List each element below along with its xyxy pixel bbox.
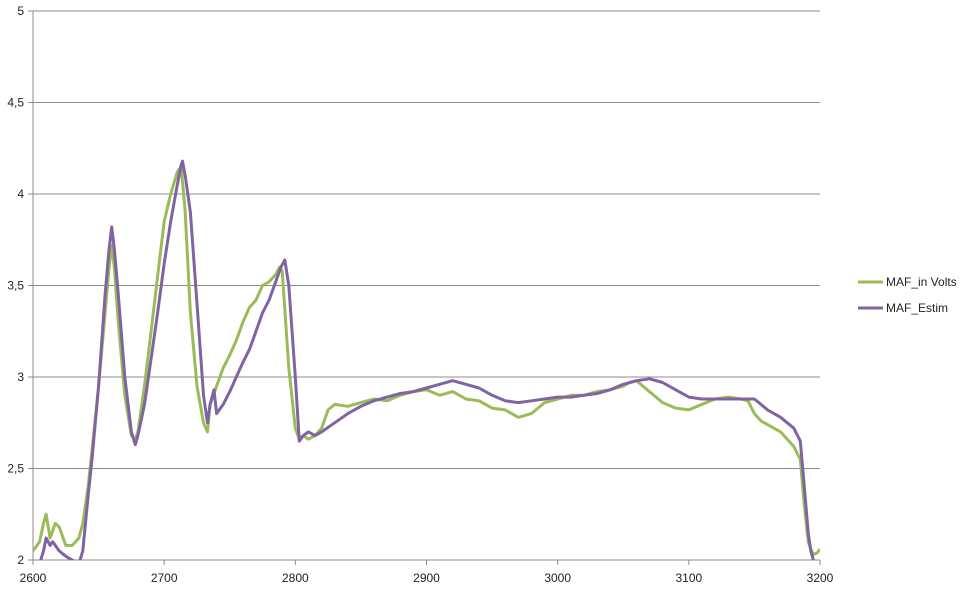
y-tick-label: 2,5 (7, 462, 24, 476)
legend-label: MAF_Estim (886, 301, 948, 315)
gridlines (33, 10, 820, 469)
legend: MAF_in Volts MAF_Estim (858, 275, 957, 315)
x-tick-label: 3000 (544, 571, 571, 585)
y-tick-label: 5 (17, 4, 24, 18)
x-tick-label: 2800 (282, 571, 309, 585)
x-tick-label: 2600 (20, 571, 47, 585)
x-tick-label: 3100 (675, 571, 702, 585)
y-tick-label: 2 (17, 553, 24, 567)
y-tick-label: 4,5 (7, 96, 24, 110)
y-axis-ticks: 2 2,5 3 3,5 4 4,5 5 (7, 4, 33, 567)
y-tick-label: 3 (17, 370, 24, 384)
x-tick-label: 2700 (151, 571, 178, 585)
legend-label: MAF_in Volts (886, 275, 957, 289)
series-line-1 (39, 159, 816, 560)
x-axis-ticks: 2600 2700 2800 2900 3000 3100 3200 (20, 560, 834, 585)
x-tick-label: 3200 (807, 571, 834, 585)
y-tick-label: 3,5 (7, 279, 24, 293)
series-lines (33, 159, 820, 560)
x-tick-label: 2900 (413, 571, 440, 585)
y-tick-label: 4 (17, 187, 24, 201)
